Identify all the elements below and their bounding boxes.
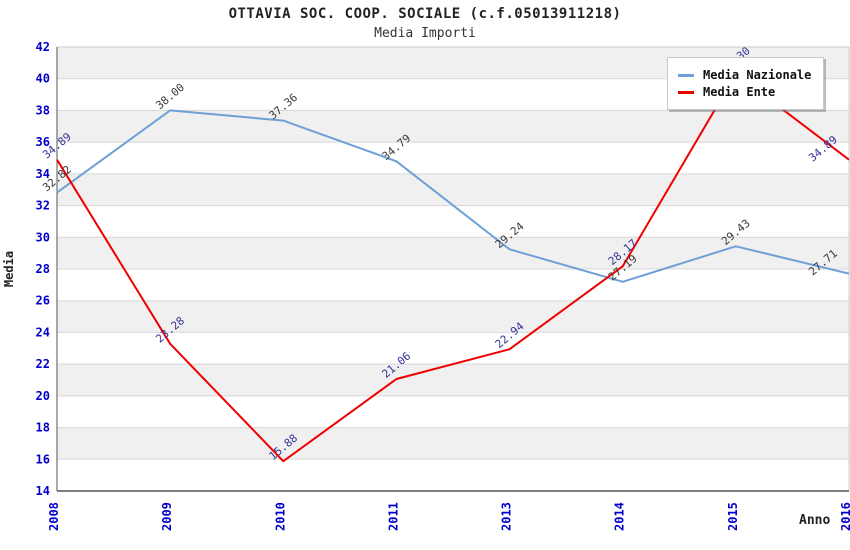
plot-band [57, 173, 849, 206]
y-tick-label: 30 [36, 230, 50, 244]
legend-item-media-ente: Media Ente [678, 85, 811, 99]
legend-item-media-nazionale: Media Nazionale [678, 68, 811, 82]
y-tick-label: 14 [36, 484, 50, 498]
y-tick-label: 38 [36, 103, 50, 117]
y-tick-label: 20 [36, 389, 50, 403]
y-tick-label: 36 [36, 135, 50, 149]
y-tick-label: 34 [36, 167, 50, 181]
chart-subtitle: Media Importi [374, 26, 476, 41]
chart-title: OTTAVIA SOC. COOP. SOCIALE (c.f.05013911… [228, 6, 622, 22]
y-tick-label: 32 [36, 199, 50, 213]
y-tick-label: 40 [36, 72, 50, 86]
x-tick-label: 2010 [273, 502, 287, 531]
x-axis-title: Anno [799, 513, 831, 528]
plot-band [57, 110, 849, 143]
y-tick-label: 42 [36, 40, 50, 54]
y-axis-title: Media [2, 250, 16, 288]
legend-line-sample-red [678, 90, 694, 94]
y-tick-label: 24 [36, 325, 50, 339]
x-tick-label: 2011 [386, 502, 400, 531]
x-tick-label: 2016 [839, 502, 850, 531]
x-tick-label: 2014 [613, 502, 627, 531]
x-tick-label: 2009 [160, 502, 174, 531]
legend-label: Media Ente [703, 85, 776, 99]
legend-line-sample-blue [678, 73, 694, 77]
y-tick-label: 18 [36, 421, 50, 435]
y-tick-label: 28 [36, 262, 50, 276]
x-tick-label: 2015 [726, 502, 740, 531]
plot-band [57, 300, 849, 333]
plot-band [57, 364, 849, 396]
x-tick-label: 2008 [47, 502, 61, 531]
x-tick-label: 2013 [500, 502, 514, 531]
series-line-media-nazionale [56, 109, 850, 283]
y-tick-label: 22 [36, 357, 50, 371]
y-tick-label: 26 [36, 294, 50, 308]
legend-label: Media Nazionale [703, 68, 812, 82]
legend-box: Media Nazionale Media Ente [667, 57, 825, 110]
plot-band [57, 427, 849, 460]
y-tick-label: 16 [36, 452, 50, 466]
